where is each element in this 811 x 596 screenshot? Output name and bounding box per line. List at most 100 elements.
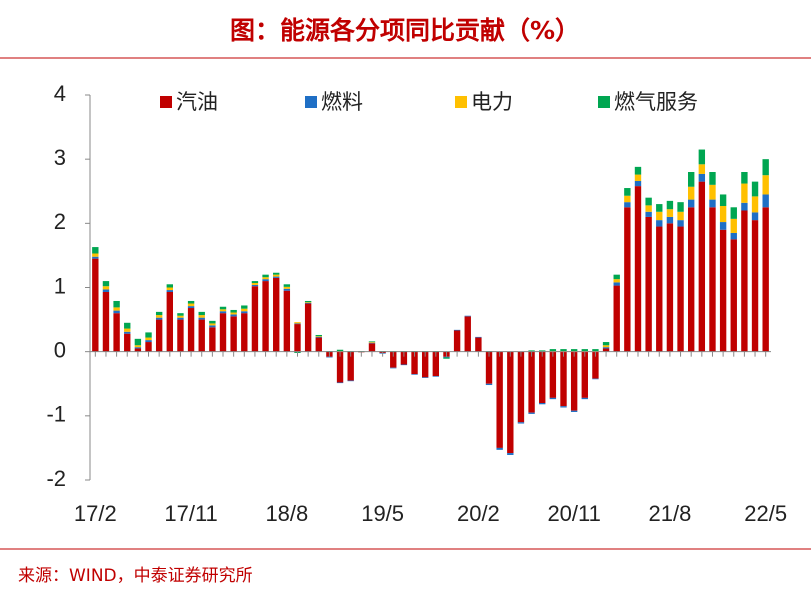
bar-segment (166, 291, 173, 352)
bar-segment (741, 183, 748, 203)
bar-segment (666, 223, 674, 352)
bar-segment (124, 331, 131, 334)
bar-segment (688, 172, 695, 187)
bar-segment (294, 324, 301, 352)
bar-segment (528, 351, 535, 413)
bar-segment (613, 274, 620, 280)
bar-segment (241, 313, 248, 352)
bar-segment (709, 184, 716, 200)
bar-segment (134, 338, 142, 346)
bar-segment (187, 300, 195, 304)
bar-segment (177, 313, 184, 316)
bar-segment (432, 376, 440, 377)
bar-segment (390, 351, 397, 368)
x-tick-label: 18/8 (265, 501, 308, 526)
bar-segment (262, 279, 269, 282)
bar-segment (155, 311, 163, 316)
bar-segment (273, 272, 280, 275)
x-tick-label: 19/5 (361, 501, 404, 526)
bar-segment (273, 276, 280, 278)
bar-segment (198, 315, 205, 318)
bar-segment (453, 330, 461, 352)
bar-segment (677, 220, 684, 227)
bar-segment (496, 351, 503, 448)
bar-segment (698, 181, 706, 352)
bar-segment (92, 258, 99, 352)
bar-segment (624, 207, 631, 352)
bar-segment (304, 302, 312, 304)
bar-segment (688, 199, 695, 208)
bar-segment (230, 312, 237, 315)
bar-segment (730, 232, 737, 240)
bar-segment (187, 306, 195, 309)
bar-segment (762, 207, 769, 352)
bar-segment (730, 239, 737, 352)
y-tick-label: 1 (54, 273, 66, 298)
legend-label: 燃气服务 (614, 90, 698, 114)
chart-title: 图：能源各分项同比贡献（%） (230, 16, 580, 45)
bar-segment (283, 286, 291, 289)
bar-segment (443, 356, 450, 358)
bar-segment (230, 309, 237, 313)
bar-segment (102, 281, 110, 287)
bar-segment (666, 200, 674, 210)
bar-segment (187, 303, 195, 307)
bar-segment (262, 277, 269, 280)
x-tick-label: 17/11 (164, 501, 217, 526)
bar-segment (283, 290, 291, 352)
bar-segment (581, 397, 588, 400)
bar-segment (719, 222, 727, 230)
legend-label: 电力 (471, 90, 513, 114)
bar-segment (124, 333, 131, 352)
bar-segment (230, 314, 237, 317)
bar-segment (315, 336, 322, 337)
bar-segment (666, 216, 674, 224)
bar-segment (241, 308, 248, 312)
bar-segment (634, 186, 642, 352)
bar-segment (496, 447, 503, 450)
bar-segment (751, 212, 759, 221)
bar-segment (634, 174, 642, 181)
bar-segment (304, 300, 312, 303)
bar-segment (443, 357, 450, 359)
bar-segment (539, 350, 546, 352)
bar-segment (560, 406, 567, 408)
bar-segment (219, 313, 227, 352)
bar-segment (709, 172, 716, 185)
bar-segment (241, 311, 248, 314)
bar-segment (92, 253, 99, 257)
bar-segment (719, 229, 727, 352)
bar-segment (155, 315, 163, 318)
bar-segment (570, 410, 578, 412)
bar-segment (251, 283, 259, 285)
bar-segment (336, 382, 344, 384)
y-tick-label: 2 (54, 209, 66, 234)
bar-segment (368, 342, 376, 343)
bar-segment (177, 319, 184, 352)
bar-segment (507, 351, 514, 454)
bar-segment (645, 205, 652, 212)
bar-segment (304, 303, 312, 352)
legend-swatch (598, 96, 610, 108)
bar-segment (453, 329, 461, 331)
bar-segment (155, 319, 163, 352)
bar-segment (145, 342, 152, 352)
bar-segment (145, 340, 152, 343)
bar-segment (719, 206, 727, 223)
bar-segment (730, 207, 737, 219)
bar-segment (624, 188, 631, 196)
bar-segment (145, 332, 152, 338)
bar-segment (177, 315, 184, 318)
bar-segment (219, 311, 227, 314)
bar-segment (124, 328, 131, 332)
legend-swatch (305, 96, 317, 108)
bar-segment (581, 349, 588, 352)
bar-segment (656, 226, 663, 352)
bar-segment (645, 197, 652, 206)
bar-segment (92, 256, 99, 259)
bar-segment (411, 374, 418, 375)
y-tick-label: 3 (54, 145, 66, 170)
bar-segment (464, 315, 471, 317)
bar-segment (645, 211, 652, 217)
